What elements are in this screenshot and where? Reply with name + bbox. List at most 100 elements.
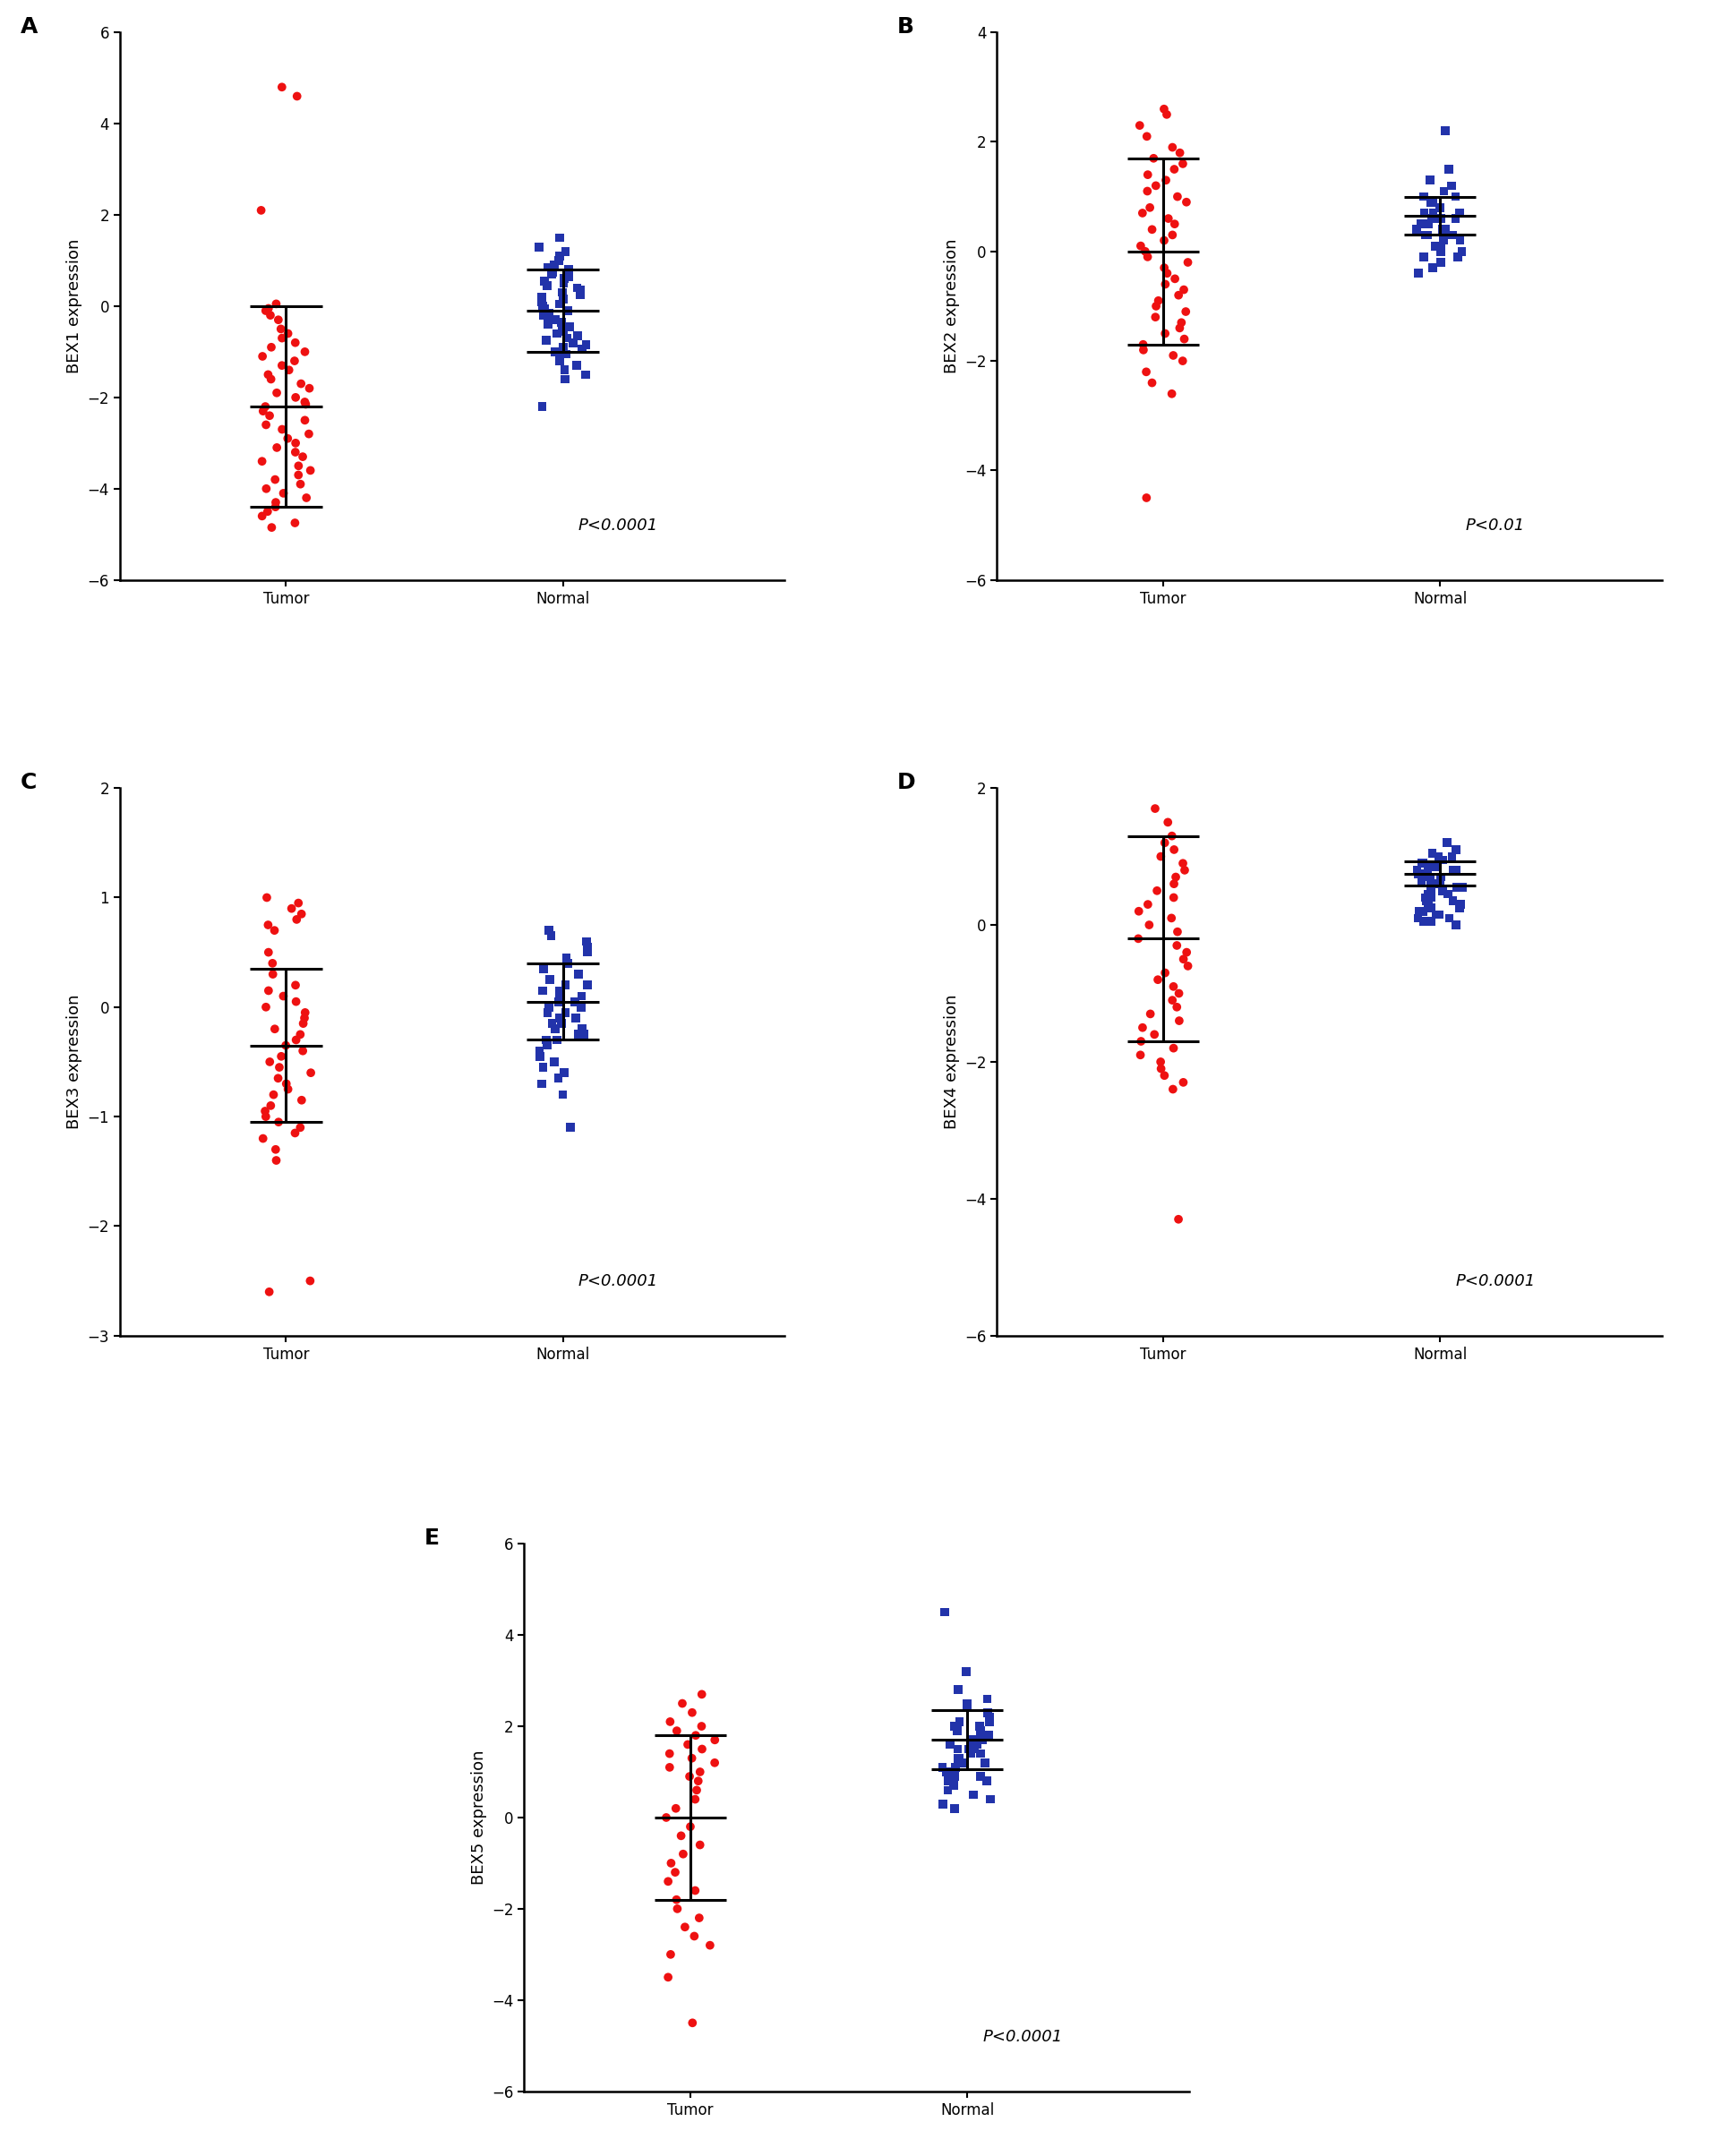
Point	[533, 267, 560, 302]
Point	[569, 332, 596, 367]
Point	[1420, 185, 1447, 220]
Point	[260, 1078, 288, 1112]
Point	[964, 1727, 992, 1761]
Point	[1432, 211, 1459, 246]
Point	[1427, 867, 1454, 901]
Point	[269, 476, 296, 511]
Point	[663, 1891, 690, 1925]
Point	[1168, 343, 1196, 377]
Point	[1412, 218, 1439, 252]
Point	[541, 302, 569, 336]
Point	[266, 1050, 293, 1084]
Point	[278, 890, 305, 925]
Point	[1432, 114, 1459, 149]
Point	[1165, 977, 1192, 1011]
Point	[552, 968, 579, 1003]
Point	[671, 1910, 699, 1945]
Point	[574, 936, 601, 970]
Point	[550, 330, 577, 364]
Point	[1129, 1011, 1156, 1046]
Text: B: B	[898, 15, 915, 37]
Point	[1405, 257, 1432, 291]
Point	[257, 298, 284, 332]
Point	[252, 990, 279, 1024]
Point	[1442, 179, 1470, 213]
Point	[937, 1727, 964, 1761]
Point	[1170, 942, 1197, 977]
Point	[940, 1768, 968, 1802]
Point	[289, 1033, 317, 1067]
Point	[1160, 970, 1187, 1005]
Point	[944, 1740, 971, 1774]
Point	[1160, 880, 1187, 914]
Point	[291, 403, 319, 438]
Point	[1415, 886, 1442, 921]
Point	[552, 354, 579, 388]
Point	[1136, 908, 1163, 942]
Text: P<0.0001: P<0.0001	[579, 1272, 658, 1289]
Point	[944, 1731, 971, 1766]
Point	[252, 472, 279, 507]
Point	[262, 461, 289, 496]
Point	[1148, 1052, 1175, 1087]
Point	[1425, 839, 1453, 873]
Point	[695, 1927, 723, 1962]
Point	[536, 962, 564, 996]
Point	[534, 996, 562, 1031]
Point	[269, 321, 296, 356]
Point	[653, 1800, 680, 1835]
Point	[1155, 201, 1182, 235]
Point	[1151, 955, 1179, 990]
Point	[266, 1104, 293, 1138]
Point	[269, 69, 296, 103]
Point	[1442, 854, 1470, 888]
Point	[248, 444, 276, 479]
Point	[295, 416, 322, 451]
Point	[262, 1132, 289, 1166]
Point	[673, 1727, 701, 1761]
Point	[567, 274, 594, 308]
Point	[536, 914, 564, 949]
Point	[262, 287, 289, 321]
Point	[1134, 175, 1161, 209]
Point	[966, 1736, 994, 1770]
Point	[1446, 890, 1473, 925]
Point	[1151, 826, 1179, 860]
Point	[1136, 190, 1163, 224]
Point	[533, 323, 560, 358]
Point	[1435, 151, 1463, 185]
Point	[281, 436, 308, 470]
Point	[296, 371, 324, 405]
Point	[958, 1723, 985, 1757]
Point	[968, 1723, 995, 1757]
Point	[255, 358, 283, 392]
Text: E: E	[425, 1526, 440, 1548]
Point	[1139, 367, 1167, 401]
Point	[1427, 235, 1454, 270]
Point	[546, 1000, 574, 1035]
Point	[658, 1846, 685, 1880]
Point	[958, 1736, 985, 1770]
Point	[267, 313, 295, 347]
Point	[959, 1777, 987, 1811]
Point	[260, 1011, 288, 1046]
Point	[1427, 246, 1454, 280]
Point	[538, 257, 565, 291]
Point	[291, 334, 319, 369]
Point	[1417, 862, 1444, 897]
Point	[973, 1682, 1000, 1716]
Point	[555, 252, 582, 287]
Point	[1430, 175, 1458, 209]
Point	[1167, 310, 1194, 345]
Point	[1141, 1018, 1168, 1052]
Point	[940, 1792, 968, 1826]
Point	[257, 362, 284, 397]
Point	[289, 1007, 317, 1041]
Point	[661, 1854, 689, 1889]
Point	[281, 343, 308, 377]
Point	[538, 1007, 565, 1041]
Point	[954, 1686, 982, 1720]
Point	[546, 220, 574, 254]
Point	[529, 951, 557, 985]
Point	[1429, 843, 1456, 877]
